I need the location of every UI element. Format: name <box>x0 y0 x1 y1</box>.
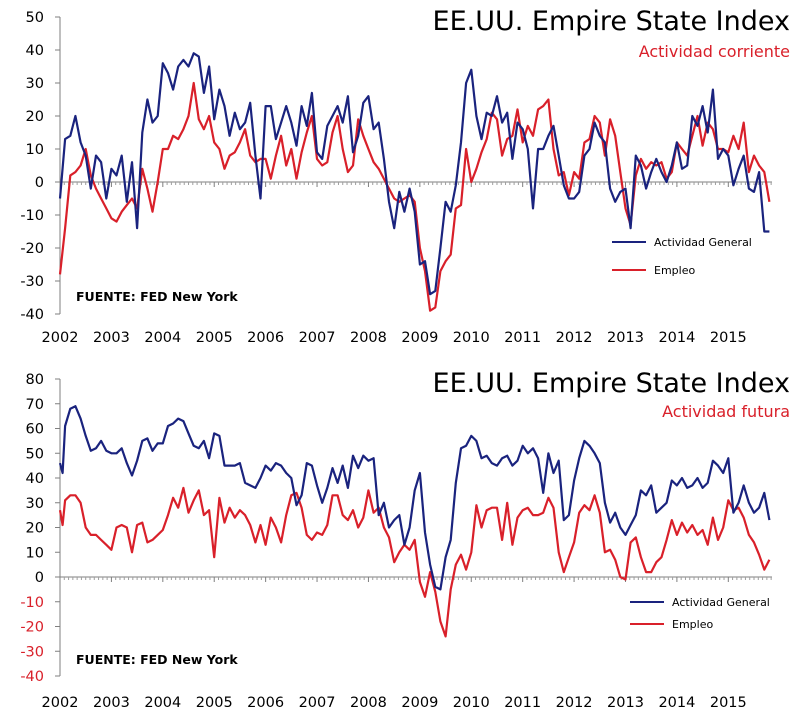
y-tick-label: -40 <box>20 669 44 685</box>
x-tick-label: 2008 <box>350 695 387 711</box>
x-tick-label: 2015 <box>710 695 747 711</box>
chart-subtitle: Actividad futura <box>662 402 790 421</box>
legend-swatch-activity <box>630 601 664 603</box>
legend-label-activity: Actividad General <box>654 235 752 249</box>
y-tick-label: 10 <box>26 142 44 158</box>
y-tick-label: 60 <box>26 422 44 438</box>
x-tick-label: 2015 <box>710 330 747 346</box>
x-tick-label: 2011 <box>504 330 541 346</box>
x-tick-label: 2008 <box>350 330 387 346</box>
y-tick-label: -10 <box>20 208 44 224</box>
chart-title: EE.UU. Empire State Index <box>432 6 790 37</box>
y-tick-label: 0 <box>35 570 44 586</box>
legend-swatch-employment <box>612 269 646 271</box>
x-tick-label: 2002 <box>42 330 79 346</box>
series-line-actividad-general <box>58 405 771 591</box>
x-tick-label: 2010 <box>453 695 490 711</box>
legend: Actividad General Empleo <box>630 591 770 635</box>
x-tick-label: 2007 <box>299 330 336 346</box>
legend-label-employment: Empleo <box>672 617 714 631</box>
series-line-empleo <box>58 81 771 312</box>
chart-title: EE.UU. Empire State Index <box>432 368 790 399</box>
y-tick-label: 30 <box>26 496 44 512</box>
legend-label-activity: Actividad General <box>672 595 770 609</box>
y-tick-label: 40 <box>26 43 44 59</box>
source-note: FUENTE: FED New York <box>76 652 238 667</box>
x-tick-label: 2003 <box>93 695 130 711</box>
legend-label-employment: Empleo <box>654 263 696 277</box>
x-tick-label: 2004 <box>144 330 181 346</box>
x-tick-label: 2003 <box>93 330 130 346</box>
chart-subtitle: Actividad corriente <box>638 42 790 61</box>
x-tick-label: 2014 <box>658 330 695 346</box>
x-tick-label: 2014 <box>658 695 695 711</box>
legend-item-activity: Actividad General <box>612 228 752 256</box>
x-tick-label: 2013 <box>607 695 644 711</box>
series-line-empleo <box>58 486 771 638</box>
source-note: FUENTE: FED New York <box>76 289 238 304</box>
y-tick-label: 50 <box>26 10 44 26</box>
series-line-actividad-general <box>58 52 770 296</box>
x-tick-label: 2006 <box>247 330 284 346</box>
x-tick-label: 2004 <box>144 695 181 711</box>
x-tick-label: 2005 <box>196 330 233 346</box>
x-tick-label: 2005 <box>196 695 233 711</box>
y-tick-label: -10 <box>20 595 44 611</box>
y-tick-label: 50 <box>26 446 44 462</box>
y-tick-label: 40 <box>26 471 44 487</box>
x-tick-label: 2006 <box>247 695 284 711</box>
legend-item-activity: Actividad General <box>630 591 770 613</box>
x-tick-label: 2007 <box>299 695 336 711</box>
y-tick-label: -40 <box>20 307 44 323</box>
legend-swatch-employment <box>630 623 664 625</box>
x-tick-label: 2002 <box>42 695 79 711</box>
x-tick-label: 2013 <box>607 330 644 346</box>
y-tick-label: -20 <box>20 241 44 257</box>
legend-item-employment: Empleo <box>630 613 770 635</box>
legend-item-employment: Empleo <box>612 256 752 284</box>
chart-panel-future-activity: 80 70 60 50 40 30 20 10 0 -10 -20 -30 -40 2002 2003 200… <box>0 362 800 719</box>
x-tick-label: 2009 <box>401 330 438 346</box>
chart-panel-current-activity: 50 40 30 20 10 0 -10 -20 -30 -40 2002 2003 2004 2005 2… <box>0 0 800 352</box>
legend-swatch-activity <box>612 241 646 243</box>
y-tick-label: 70 <box>26 397 44 413</box>
x-tick-label: 2011 <box>504 695 541 711</box>
y-tick-label: 0 <box>35 175 44 191</box>
y-tick-label: 30 <box>26 76 44 92</box>
y-tick-label: 80 <box>26 372 44 388</box>
x-tick-label: 2012 <box>556 330 593 346</box>
legend: Actividad General Empleo <box>612 228 752 284</box>
y-tick-label: 10 <box>26 545 44 561</box>
y-tick-label: 20 <box>26 521 44 537</box>
y-tick-label: 20 <box>26 109 44 125</box>
y-tick-label: -30 <box>20 274 44 290</box>
y-tick-label: -20 <box>20 620 44 636</box>
x-tick-label: 2012 <box>556 695 593 711</box>
x-tick-label: 2010 <box>453 330 490 346</box>
x-tick-label: 2009 <box>401 695 438 711</box>
y-tick-label: -30 <box>20 644 44 660</box>
